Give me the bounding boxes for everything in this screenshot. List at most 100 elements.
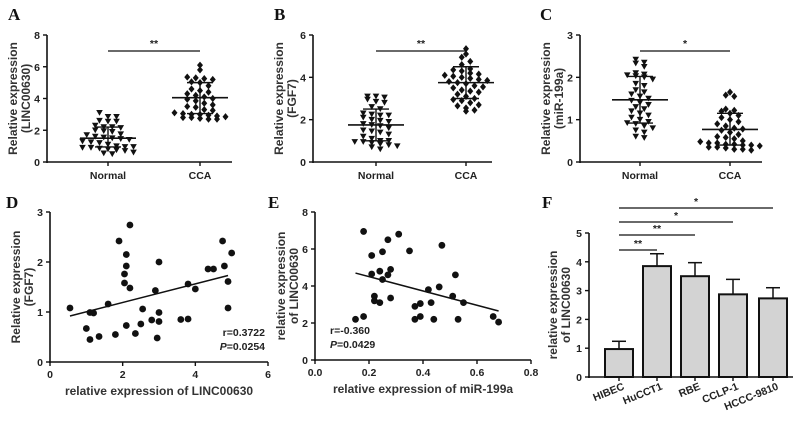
x-tick-label: CCA <box>455 170 478 182</box>
data-point-diamond <box>192 74 199 82</box>
data-point <box>204 265 212 273</box>
data-point-diamond <box>180 113 186 122</box>
data-point-triangle <box>117 131 125 138</box>
data-point-diamond <box>192 97 199 105</box>
comparison-significance: ** <box>634 238 643 250</box>
data-point-diamond <box>467 99 474 107</box>
data-point-diamond <box>731 106 738 114</box>
data-point-triangle <box>640 106 648 113</box>
panel-c: 0 1 2 3 Relative expression (miR-199a) C Normal… <box>539 5 763 182</box>
y-axis-label: (miR-199a) <box>552 68 566 129</box>
data-point <box>155 309 163 316</box>
data-point-triangle <box>640 71 648 78</box>
data-point-triangle <box>359 121 367 127</box>
data-point-triangle <box>100 150 108 157</box>
bar-hccc-9810 <box>758 297 788 379</box>
data-point-triangle <box>359 139 367 145</box>
y-tick-label: 5 <box>576 228 582 240</box>
x-tick-label: 6 <box>265 369 271 381</box>
data-point-diamond <box>471 106 478 114</box>
data-point <box>137 320 145 328</box>
data-point <box>155 318 163 325</box>
data-point-diamond <box>475 75 482 84</box>
data-point-diamond <box>475 88 482 96</box>
significance-label: * <box>683 38 688 50</box>
data-point <box>210 265 217 273</box>
data-point-diamond <box>222 113 229 121</box>
data-point-triangle <box>381 99 388 106</box>
data-point <box>82 325 90 332</box>
data-point-triangle <box>640 59 648 66</box>
data-point <box>376 299 384 307</box>
data-point-diamond <box>184 102 191 111</box>
data-point-diamond <box>718 113 725 122</box>
data-point <box>219 237 226 245</box>
data-point-triangle <box>91 127 99 134</box>
y-tick-label: 0 <box>37 357 43 369</box>
data-point-diamond <box>722 140 729 148</box>
data-point-diamond <box>722 144 729 152</box>
data-point <box>184 315 192 323</box>
data-point-diamond <box>756 142 763 150</box>
data-point-triangle <box>83 132 91 139</box>
data-point-diamond <box>197 114 203 122</box>
data-point <box>191 285 199 293</box>
data-point <box>112 331 119 338</box>
data-point <box>155 258 163 266</box>
data-point-diamond <box>731 124 738 132</box>
group-normal <box>348 93 404 153</box>
p-value: P=0.0254 <box>220 341 265 353</box>
data-point-triangle <box>351 139 359 145</box>
data-point-triangle <box>91 133 99 140</box>
data-point <box>360 313 367 320</box>
data-point-triangle <box>628 91 635 98</box>
data-point-triangle <box>100 128 108 135</box>
y-tick-label: 6 <box>300 30 306 42</box>
y-tick-label: 4 <box>576 257 582 269</box>
data-point-diamond <box>735 111 742 120</box>
significance-label: ** <box>417 38 426 50</box>
data-point-triangle <box>113 113 120 120</box>
data-point-triangle <box>376 146 384 153</box>
data-point-triangle <box>649 125 657 132</box>
data-point-diamond <box>467 57 474 66</box>
data-point <box>430 315 438 323</box>
panel-e: 0 2 4 6 8 relative expression of LINC00630 E 0.0… <box>268 193 538 396</box>
panel-f: 0 1 2 3 4 5 relative expression of LINC00630 F HI… <box>542 193 793 413</box>
data-point <box>387 294 394 302</box>
x-tick-label: 0.4 <box>416 367 431 379</box>
data-point-diamond <box>214 115 220 123</box>
data-point <box>121 270 128 278</box>
data-point <box>360 228 367 235</box>
data-point <box>371 297 378 305</box>
y-tick-label: 1 <box>37 307 43 319</box>
data-point <box>122 251 130 258</box>
y-tick-label: 4 <box>300 72 306 84</box>
y-axis-label: (FGF7) <box>285 79 299 118</box>
data-point-triangle <box>130 144 137 150</box>
data-point-diamond <box>450 95 457 104</box>
panel-letter: F <box>542 193 552 212</box>
data-point-diamond <box>450 66 457 74</box>
data-point-diamond <box>458 86 465 94</box>
panel-letter: B <box>274 5 285 24</box>
data-point-triangle <box>130 149 137 156</box>
data-point-diamond <box>727 88 733 96</box>
data-point-triangle <box>368 104 376 110</box>
data-point-triangle <box>640 63 648 70</box>
data-point-diamond <box>205 115 212 123</box>
correlation-r: r=-0.360 <box>330 325 370 337</box>
data-point-diamond <box>480 83 486 91</box>
x-tick-label: 0 <box>47 369 53 381</box>
data-point-diamond <box>197 110 203 118</box>
data-point-triangle <box>381 94 388 101</box>
data-point-diamond <box>188 113 195 122</box>
data-point <box>495 318 502 326</box>
data-point-diamond <box>458 73 465 81</box>
data-point-triangle <box>364 93 371 100</box>
data-point-triangle <box>104 113 112 120</box>
data-point-triangle <box>623 72 631 79</box>
data-point <box>395 230 403 238</box>
data-point-triangle <box>87 144 95 151</box>
data-point-triangle <box>628 108 635 115</box>
